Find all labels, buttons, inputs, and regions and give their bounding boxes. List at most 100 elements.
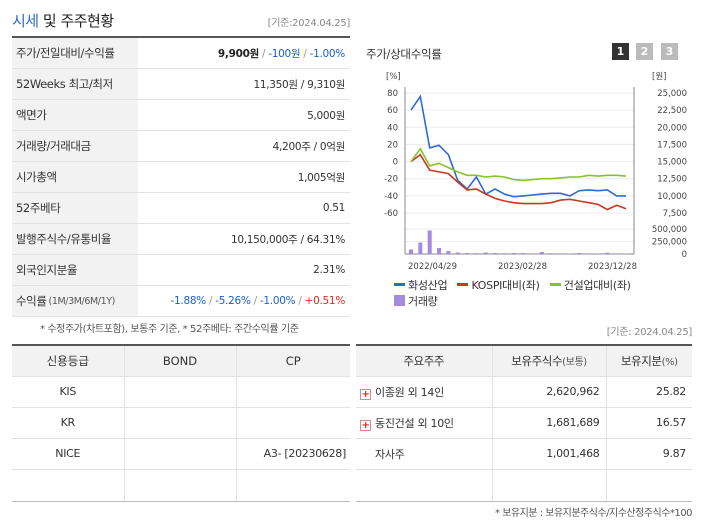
- expand-plus-icon[interactable]: +: [360, 419, 371, 431]
- chart-title: 주가/상대수익률: [366, 47, 442, 61]
- relative-return-chart: [%] [원] 80 60 40 20 0 -20 -40 -60 25,000 22,500 20,0…: [384, 72, 687, 272]
- label-returns-main: 수익률: [16, 294, 47, 308]
- y-left-tick-label: 60: [387, 106, 398, 116]
- table-row: + 동진건설 외 10인 1,681,689 16.57: [356, 407, 692, 439]
- row-beta: 52주베타 0.51: [12, 193, 350, 224]
- volume-bar: [539, 252, 544, 254]
- series-line-1: [410, 153, 627, 211]
- credit-bond: [124, 469, 237, 502]
- value-price: 9,900원 / -100원 / -1.00%: [217, 47, 345, 60]
- return-1y: +0.51%: [304, 295, 346, 307]
- holder-shares: 1,681,689: [492, 407, 607, 439]
- chart-page-3-button[interactable]: 3: [661, 43, 678, 60]
- label-returns: 수익률 (1M/3M/6M/1Y): [12, 286, 138, 316]
- y-left-tick-label: -40: [384, 192, 398, 202]
- value-returns: -1.88% / -5.26% / -1.00% / +0.51%: [170, 295, 346, 307]
- chart-page-2-button[interactable]: 2: [636, 43, 653, 60]
- holder-name[interactable]: 동진건설 외 10인: [375, 416, 454, 430]
- volume-bar: [624, 253, 628, 254]
- row-par-value: 액면가 5,000원: [12, 100, 350, 131]
- row-market-cap: 시가총액 1,005억원: [12, 162, 350, 193]
- return-3m: -5.26%: [215, 295, 251, 307]
- section-title-accent: 시세: [12, 12, 39, 30]
- label-par-value: 액면가: [12, 100, 138, 130]
- y-right-tick-label: 17,500: [657, 140, 687, 150]
- credit-header-bond: BOND: [124, 345, 237, 377]
- legend-sector: 건설업대비(좌): [549, 277, 631, 293]
- credit-cp: A3- [20230628]: [236, 438, 350, 470]
- legend-kospi: KOSPI대비(좌): [457, 277, 540, 293]
- price-change: -100원: [268, 47, 301, 60]
- y-volume-tick-label: 500,000: [652, 225, 687, 235]
- holder-pct: [606, 469, 692, 502]
- holder-name: [356, 469, 493, 502]
- chart-page-1-button[interactable]: 1: [612, 43, 629, 60]
- label-foreign: 외국인지분율: [12, 255, 138, 285]
- legend-stock: 화성산업: [394, 277, 448, 293]
- table-row: [12, 469, 350, 502]
- legend-sector-label: 건설업대비(좌): [563, 278, 631, 292]
- volume-bar: [614, 253, 619, 254]
- legend-volume: 거래량: [394, 293, 438, 309]
- holders-header-pct: 보유지분(%): [606, 345, 692, 377]
- holders-header-pct-label: 보유지분: [620, 353, 662, 368]
- label-price: 주가/전일대비/수익률: [12, 38, 138, 68]
- holder-pct: 25.82: [606, 376, 692, 408]
- holder-shares: 2,620,962: [492, 376, 607, 408]
- y-right-tick-label: 20,000: [657, 123, 687, 133]
- table-row: NICE A3- [20230628]: [12, 438, 350, 470]
- y-right-tick-label: 25,000: [657, 89, 687, 99]
- credit-header-rating: 신용등급: [12, 345, 125, 377]
- credit-agency: KR: [12, 407, 125, 439]
- row-volume: 거래량/거래대금 4,200주 / 0억원: [12, 131, 350, 162]
- credit-cp: [236, 407, 350, 439]
- holder-shares: 1,001,468: [492, 438, 607, 470]
- table-row: KR: [12, 407, 350, 439]
- row-52weeks: 52Weeks 최고/최저 11,350원 / 9,310원: [12, 69, 350, 100]
- holders-header-shares-label: 보유주식수: [511, 353, 563, 368]
- y-right-tick-label: 22,500: [657, 106, 687, 116]
- credit-cp: [236, 469, 350, 502]
- y-left-tick-label: 20: [387, 140, 398, 150]
- volume-bar: [595, 253, 600, 254]
- label-beta: 52주베타: [12, 193, 138, 223]
- label-52weeks: 52Weeks 최고/최저: [12, 69, 138, 99]
- row-foreign: 외국인지분율 2.31%: [12, 255, 350, 286]
- right-unit-label: [원]: [652, 72, 666, 82]
- holder-shares: [492, 469, 607, 502]
- legend-volume-swatch: [394, 295, 405, 306]
- credit-bond: [124, 438, 237, 470]
- holder-pct: 16.57: [606, 407, 692, 439]
- volume-bar: [409, 249, 413, 254]
- legend-sector-swatch: [549, 283, 561, 286]
- credit-agency: NICE: [12, 438, 125, 470]
- series-line-0: [410, 94, 626, 198]
- credit-header-cp: CP: [236, 345, 350, 377]
- volume-bar: [577, 253, 582, 254]
- y-left-tick-label: -20: [384, 175, 398, 185]
- holder-name[interactable]: 이종원 외 14인: [375, 385, 444, 399]
- series-line-2: [410, 147, 627, 182]
- major-holders-table: 주요주주 보유주식수(보통) 보유지분(%) + 이종원 외 14인 2,620,…: [356, 344, 692, 502]
- return-1m: -1.88%: [170, 295, 207, 307]
- holders-header-shares-unit: (보통): [562, 356, 587, 368]
- holders-date: [기준: 2024.04.25]: [606, 327, 693, 338]
- legend-stock-label: 화성산업: [408, 278, 448, 292]
- x-tick-label: 2023/12/28: [588, 262, 637, 272]
- credit-agency: [12, 469, 125, 502]
- legend-kospi-swatch: [457, 283, 469, 286]
- volume-bar: [474, 253, 479, 254]
- return-6m: -1.00%: [259, 295, 296, 307]
- volume-bar: [521, 253, 526, 254]
- volume-bar: [558, 253, 563, 254]
- current-price: 9,900원: [217, 47, 259, 60]
- value-52weeks: 11,350원 / 9,310원: [253, 78, 345, 91]
- volume-bar: [605, 252, 610, 254]
- volume-bar: [567, 253, 572, 254]
- expand-plus-icon[interactable]: +: [360, 388, 371, 400]
- y-right-tick-label: 10,000: [657, 192, 687, 202]
- section-title-rest: 및 주주현황: [42, 12, 114, 30]
- table-row: [356, 469, 692, 502]
- label-shares: 발행주식수/유통비율: [12, 224, 138, 254]
- holder-name-cell: + 동진건설 외 10인: [356, 407, 493, 439]
